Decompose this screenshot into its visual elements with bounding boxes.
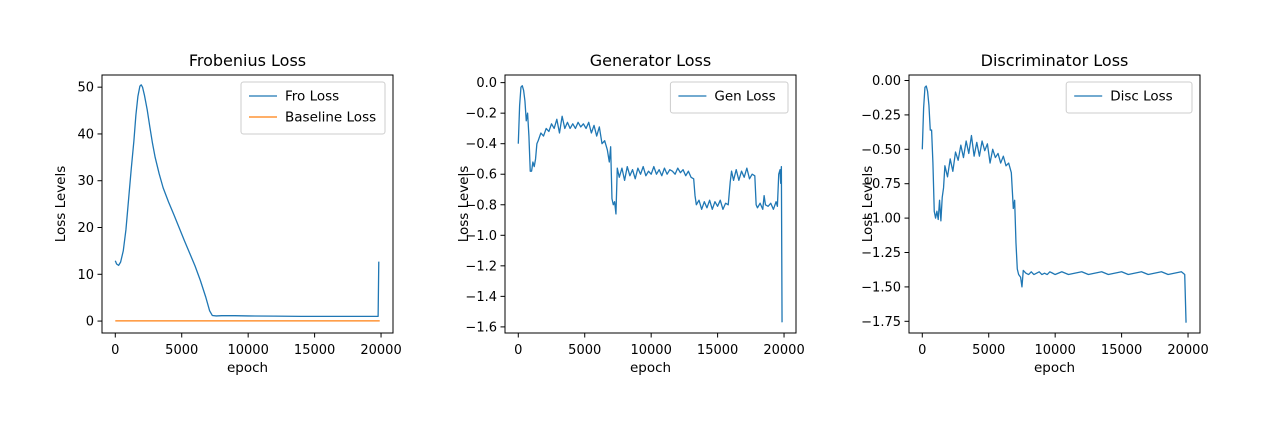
y-tick-label-0-2: 20 xyxy=(77,221,94,236)
y-tick-label-1-5: −1.0 xyxy=(465,229,497,244)
chart-title-2: Discriminator Loss xyxy=(981,51,1129,70)
x-tick-label-2-3: 15000 xyxy=(1101,343,1142,358)
y-tick-label-1-3: −0.6 xyxy=(465,168,497,183)
legend-label-1-0: Gen Loss xyxy=(714,89,775,105)
legend-0: Fro Loss Baseline Loss xyxy=(240,81,386,135)
y-tick-label-2-2: −0.50 xyxy=(861,143,901,158)
x-tick-label-0-3: 15000 xyxy=(294,343,335,358)
chart-title-0: Frobenius Loss xyxy=(189,51,306,70)
y-tick-label-0-1: 10 xyxy=(77,268,94,283)
y-tick-label-2-0: 0.00 xyxy=(872,74,901,89)
x-tick-label-2-1: 5000 xyxy=(972,343,1005,358)
y-tick-label-1-1: −0.2 xyxy=(465,107,497,122)
plot-frame-1 xyxy=(504,74,797,334)
y-axis-label-0: Loss Levels xyxy=(53,166,69,243)
x-tick-label-0-1: 5000 xyxy=(165,343,198,358)
y-axis-label-1: Loss Levels xyxy=(456,166,472,243)
x-axis-label-2: epoch xyxy=(1034,360,1075,376)
y-tick-label-1-6: −1.2 xyxy=(465,259,497,274)
x-axis-label-0: epoch xyxy=(227,360,268,376)
legend-label-2-0: Disc Loss xyxy=(1110,89,1173,105)
y-axis-label-2: Loss Levels xyxy=(860,166,876,243)
y-tick-label-2-1: −0.25 xyxy=(861,108,901,123)
chart-panel-1: 0 5000 10000 15000 20000 0.0 −0.2 −0.4 −0.6 −0.8 −… xyxy=(456,51,805,376)
x-tick-label-2-2: 10000 xyxy=(1034,343,1075,358)
x-tick-label-1-1: 5000 xyxy=(568,343,601,358)
y-tick-label-2-7: −1.75 xyxy=(861,315,901,330)
y-tick-label-0-5: 50 xyxy=(77,81,94,96)
y-tick-label-1-7: −1.4 xyxy=(465,290,497,305)
series-line-2-0 xyxy=(921,85,1187,323)
legend-1: Gen Loss xyxy=(669,81,789,114)
y-tick-label-0-3: 30 xyxy=(77,174,94,189)
x-tick-label-1-2: 10000 xyxy=(630,343,671,358)
y-tick-label-1-4: −0.8 xyxy=(465,198,497,213)
y-tick-label-1-8: −1.6 xyxy=(465,320,497,335)
y-tick-label-1-0: 0.0 xyxy=(476,76,497,91)
y-tick-label-0-4: 40 xyxy=(77,127,94,142)
x-tick-label-1-0: 0 xyxy=(514,343,522,358)
y-tick-label-2-5: −1.25 xyxy=(861,246,901,261)
y-tick-label-2-3: −0.75 xyxy=(861,177,901,192)
x-tick-label-2-4: 20000 xyxy=(1167,343,1208,358)
x-tick-label-1-3: 15000 xyxy=(697,343,738,358)
x-tick-label-0-2: 10000 xyxy=(227,343,268,358)
legend-box-2 xyxy=(1065,81,1193,114)
series-line-1-0 xyxy=(517,85,783,323)
x-tick-label-0-4: 20000 xyxy=(360,343,401,358)
y-tick-label-2-4: −1.00 xyxy=(861,212,901,227)
legend-label-0-0: Fro Loss xyxy=(285,89,339,105)
y-tick-label-2-6: −1.50 xyxy=(861,280,901,295)
x-tick-label-0-0: 0 xyxy=(111,343,119,358)
x-tick-label-1-4: 20000 xyxy=(763,343,804,358)
plot-frame-0 xyxy=(101,74,394,334)
x-axis-label-1: epoch xyxy=(630,360,671,376)
chart-panel-2: 0 5000 10000 15000 20000 0.00 −0.25 −0.50 −0.75 −… xyxy=(860,51,1209,376)
chart-title-1: Generator Loss xyxy=(590,51,711,70)
y-tick-label-0-0: 0 xyxy=(86,315,94,330)
legend-box-0 xyxy=(240,81,386,135)
legend-label-0-1: Baseline Loss xyxy=(285,110,376,126)
chart-panel-0: 0 5000 10000 15000 20000 0 10 20 30 40 50 Frobenius… xyxy=(53,51,402,376)
legend-2: Disc Loss xyxy=(1065,81,1193,114)
plot-frame-2 xyxy=(908,74,1201,334)
series-line-0-0 xyxy=(114,84,380,318)
x-tick-label-2-0: 0 xyxy=(918,343,926,358)
y-tick-label-1-2: −0.4 xyxy=(465,137,497,152)
legend-box-1 xyxy=(669,81,789,114)
